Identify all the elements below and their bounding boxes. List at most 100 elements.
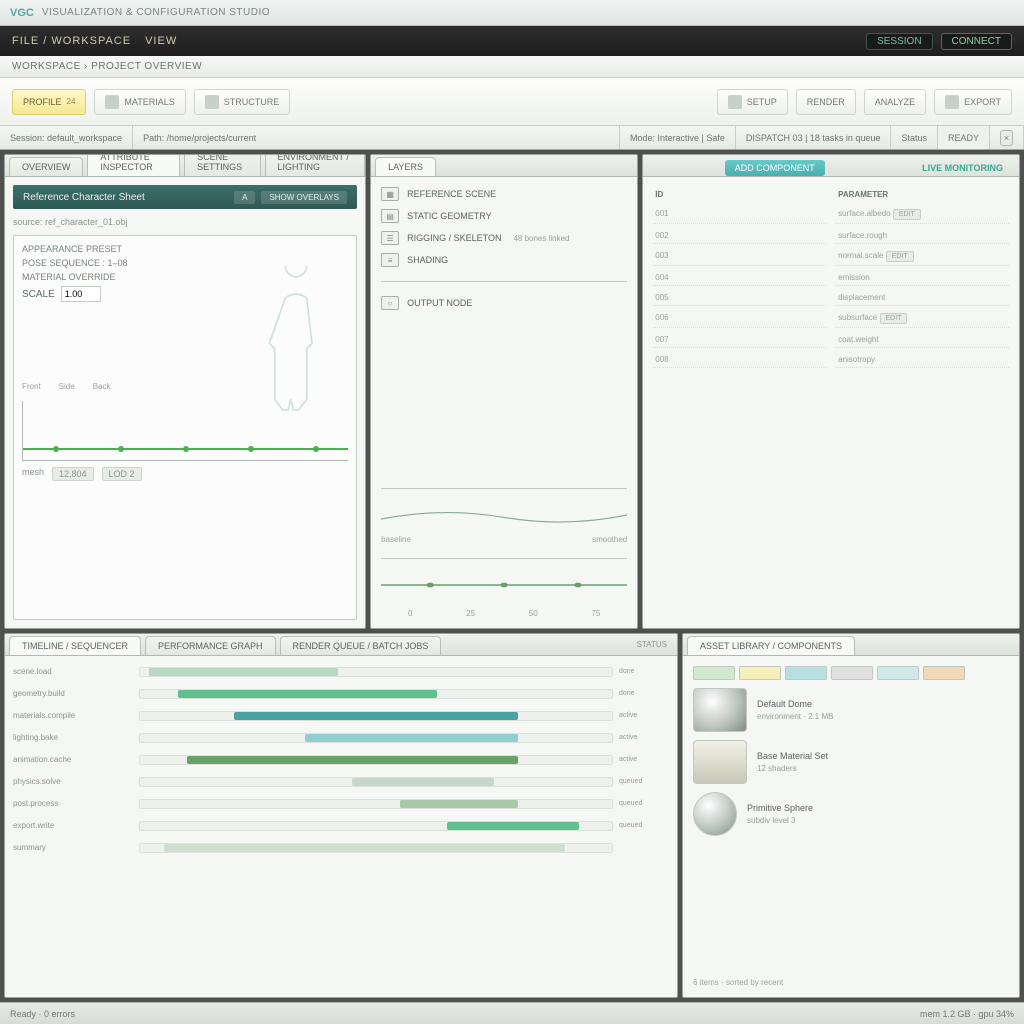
param-row[interactable]: 006: [653, 310, 826, 328]
layer-geometry[interactable]: ▤STATIC GEOMETRY: [381, 209, 627, 223]
menu-file[interactable]: FILE / WORKSPACE: [12, 35, 131, 47]
tab-assets[interactable]: ASSET LIBRARY / COMPONENTS: [687, 636, 855, 655]
info-session: Session: default_workspace: [0, 126, 133, 149]
param-val[interactable]: surface.rough: [836, 228, 1009, 244]
param-row[interactable]: 002: [653, 228, 826, 244]
param-val[interactable]: anisotropy: [836, 352, 1009, 368]
section-title: Reference Character Sheet: [23, 192, 145, 203]
add-component-button[interactable]: ADD COMPONENT: [725, 160, 825, 176]
chart-points: [23, 446, 348, 452]
assets-footer: 6 items · sorted by recent: [693, 978, 1009, 987]
asset-title: Base Material Set: [757, 751, 1009, 761]
color-swatch[interactable]: [739, 666, 781, 680]
asset-sub: subdiv level 3: [747, 816, 1009, 825]
param-row[interactable]: 003: [653, 248, 826, 266]
menu-bar: FILE / WORKSPACE VIEW SESSION CONNECT: [0, 26, 1024, 56]
layer-output[interactable]: ○OUTPUT NODE: [381, 296, 627, 310]
param-row[interactable]: 008: [653, 352, 826, 368]
gantt-track: [139, 777, 613, 787]
asset-title: Default Dome: [757, 699, 1009, 709]
gantt-bar: [234, 712, 517, 720]
layer-label: SHADING: [407, 255, 448, 265]
layer-shading[interactable]: ≡SHADING: [381, 253, 627, 267]
asset-thumb-dome: [693, 688, 747, 732]
gantt-bar: [178, 690, 438, 698]
edit-button[interactable]: EDIT: [880, 313, 908, 324]
render-label: RENDER: [807, 97, 845, 107]
edit-button[interactable]: EDIT: [886, 251, 914, 262]
gantt-status: done: [619, 668, 669, 675]
session-chip[interactable]: SESSION: [866, 33, 932, 50]
gantt-track: [139, 733, 613, 743]
tab-renderqueue[interactable]: RENDER QUEUE / BATCH JOBS: [280, 636, 442, 655]
axis-front: Front: [22, 382, 41, 391]
param-val[interactable]: displacement: [836, 290, 1009, 306]
axis-50: 50: [529, 609, 538, 618]
gantt-track: [139, 689, 613, 699]
param-row[interactable]: 004: [653, 270, 826, 286]
color-swatch[interactable]: [831, 666, 873, 680]
tab-attributes[interactable]: ATTRIBUTE INSPECTOR: [87, 154, 180, 176]
gantt-row[interactable]: physics.solvequeued: [13, 774, 669, 790]
render-button[interactable]: RENDER: [796, 89, 856, 115]
param-val[interactable]: emission: [836, 270, 1009, 286]
connect-chip[interactable]: CONNECT: [941, 33, 1012, 50]
menu-view[interactable]: VIEW: [145, 35, 177, 47]
profile-button[interactable]: PROFILE 24: [12, 89, 86, 115]
color-swatch[interactable]: [785, 666, 827, 680]
export-button[interactable]: EXPORT: [934, 89, 1012, 115]
color-swatch[interactable]: [693, 666, 735, 680]
param-val[interactable]: surface.albedo EDIT: [836, 206, 1009, 224]
strip-close[interactable]: ×: [990, 126, 1024, 149]
analyze-button[interactable]: ANALYZE: [864, 89, 926, 115]
color-swatch[interactable]: [877, 666, 919, 680]
tab-perfgraph[interactable]: PERFORMANCE GRAPH: [145, 636, 276, 655]
divider: [381, 281, 627, 282]
tab-overview[interactable]: OVERVIEW: [9, 157, 83, 176]
param-val[interactable]: subsurface EDIT: [836, 310, 1009, 328]
axis-back: Back: [93, 382, 111, 391]
param-val[interactable]: coat.weight: [836, 332, 1009, 348]
profile-count: 24: [67, 97, 76, 106]
layer-rigging[interactable]: ☰RIGGING / SKELETON48 bones linked: [381, 231, 627, 245]
section-toggle-a[interactable]: A: [234, 191, 255, 204]
structure-button[interactable]: STRUCTURE: [194, 89, 291, 115]
scale-label: SCALE: [22, 289, 55, 300]
scale-input[interactable]: [61, 286, 101, 302]
gantt-row[interactable]: summary: [13, 840, 669, 856]
export-label: EXPORT: [964, 97, 1001, 107]
setup-button[interactable]: SETUP: [717, 89, 788, 115]
param-val[interactable]: normal.scale EDIT: [836, 248, 1009, 266]
gantt-status: queued: [619, 778, 669, 785]
gantt-row[interactable]: animation.cacheactive: [13, 752, 669, 768]
tab-environment[interactable]: ENVIRONMENT / LIGHTING: [265, 154, 366, 176]
asset-item[interactable]: Base Material Set12 shaders: [693, 740, 1009, 784]
app-title: VISUALIZATION & CONFIGURATION STUDIO: [42, 7, 270, 18]
layer-reference[interactable]: ▦REFERENCE SCENE: [381, 187, 627, 201]
info-mode: Mode: Interactive | Safe: [620, 126, 736, 149]
gantt-row[interactable]: scene.loaddone: [13, 664, 669, 680]
gantt-bar: [447, 822, 579, 830]
tab-layers[interactable]: LAYERS: [375, 157, 436, 176]
tab-scene-settings[interactable]: SCENE SETTINGS: [184, 154, 260, 176]
foot-vertex-count: 12,804: [52, 467, 94, 481]
gantt-row[interactable]: post.processqueued: [13, 796, 669, 812]
curve-label-left: baseline: [381, 535, 411, 544]
layer-icon: ▤: [381, 209, 399, 223]
asset-item[interactable]: Primitive Spheresubdiv level 3: [693, 792, 1009, 836]
gantt-row[interactable]: geometry.builddone: [13, 686, 669, 702]
edit-button[interactable]: EDIT: [893, 209, 921, 220]
gantt-row[interactable]: export.writequeued: [13, 818, 669, 834]
param-row[interactable]: 001: [653, 206, 826, 224]
color-swatch[interactable]: [923, 666, 965, 680]
param-row[interactable]: 005: [653, 290, 826, 306]
info-status-value: READY: [938, 126, 990, 149]
gantt-row[interactable]: materials.compileactive: [13, 708, 669, 724]
gantt-status: active: [619, 756, 669, 763]
gantt-row[interactable]: lighting.bakeactive: [13, 730, 669, 746]
asset-item[interactable]: Default Domeenvironment · 2.1 MB: [693, 688, 1009, 732]
section-toggle-overlays[interactable]: SHOW OVERLAYS: [261, 191, 347, 204]
param-row[interactable]: 007: [653, 332, 826, 348]
materials-button[interactable]: MATERIALS: [94, 89, 185, 115]
tab-timeline[interactable]: TIMELINE / SEQUENCER: [9, 636, 141, 655]
